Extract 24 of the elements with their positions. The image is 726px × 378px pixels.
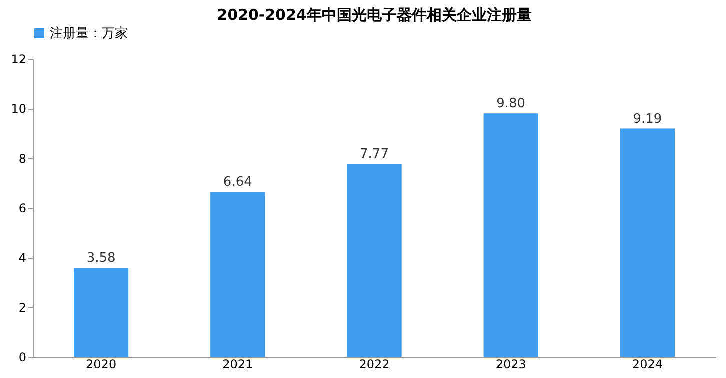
y-tick-label: 8 <box>18 152 26 166</box>
y-tick-label: 2 <box>18 300 26 315</box>
data-label: 9.80 <box>496 96 526 112</box>
bar <box>74 268 129 357</box>
y-tick-label: 4 <box>18 251 26 266</box>
data-label: 6.64 <box>223 175 252 190</box>
y-tick-label: 0 <box>18 350 26 364</box>
y-tick-label: 10 <box>11 102 26 116</box>
x-tick-label: 2024 <box>632 358 663 372</box>
bar <box>347 164 402 357</box>
bar <box>620 128 676 357</box>
x-tick-label: 2021 <box>222 358 254 372</box>
data-label: 9.19 <box>633 112 662 127</box>
x-tick-label: 2020 <box>86 358 117 372</box>
legend-label: 注册量：万家 <box>50 26 128 42</box>
y-tick-label: 6 <box>18 202 26 216</box>
y-tick-label: 12 <box>11 52 26 66</box>
data-label: 7.77 <box>360 147 389 162</box>
x-tick-label: 2022 <box>359 358 390 372</box>
data-label: 3.58 <box>86 251 116 266</box>
bar <box>210 192 266 357</box>
bar <box>484 114 538 357</box>
x-tick-label: 2023 <box>496 358 526 372</box>
chart-title: 2020-2024年中国光电子器件相关企业注册量 <box>217 6 532 24</box>
